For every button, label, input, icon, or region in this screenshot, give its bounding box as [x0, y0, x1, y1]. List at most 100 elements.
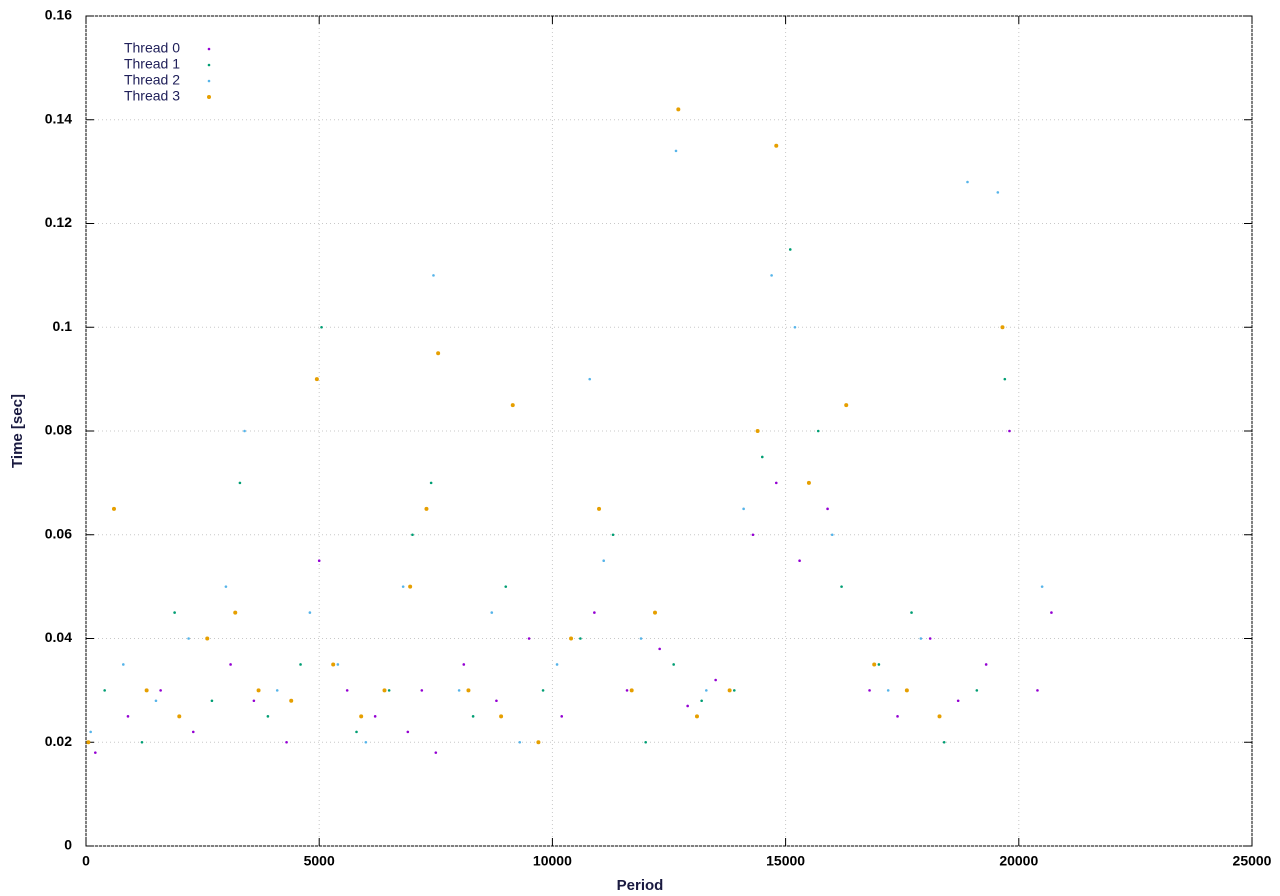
data-point [928, 637, 932, 640]
data-point [751, 533, 755, 537]
data-point [872, 662, 877, 667]
legend-marker [207, 95, 211, 99]
data-point [639, 637, 643, 640]
data-point [205, 636, 210, 641]
data-point [755, 429, 760, 433]
data-point [705, 689, 708, 692]
data-point [919, 637, 923, 640]
y-tick-label: 0.02 [45, 733, 72, 749]
legend-label: Thread 0 [124, 40, 180, 56]
data-point [658, 647, 661, 651]
data-point [676, 107, 681, 112]
data-point [694, 714, 699, 719]
data-point [420, 689, 424, 692]
data-point [770, 274, 773, 277]
data-point [94, 751, 97, 754]
data-point [536, 740, 541, 745]
data-point [700, 699, 703, 703]
data-point [937, 714, 942, 719]
data-point [373, 715, 377, 718]
legend-label: Thread 1 [124, 56, 180, 72]
data-point [103, 689, 106, 692]
data-point [256, 688, 261, 693]
data-point [238, 481, 242, 485]
data-point [159, 689, 162, 692]
data-point [462, 663, 466, 666]
data-point [285, 740, 288, 744]
x-tick-label: 0 [82, 853, 90, 869]
data-point [625, 689, 629, 692]
data-point [975, 689, 979, 692]
data-point [896, 715, 899, 718]
data-point [210, 699, 214, 703]
y-tick-label: 0.08 [45, 422, 72, 438]
data-point [996, 191, 1000, 194]
data-point [173, 611, 176, 614]
data-point [602, 559, 606, 562]
data-point [966, 180, 969, 184]
data-point [224, 585, 228, 588]
data-point [308, 611, 312, 614]
data-point [187, 637, 190, 640]
data-point [1036, 689, 1039, 692]
data-point [401, 585, 405, 588]
data-point [1050, 611, 1053, 614]
data-point [956, 699, 960, 703]
data-point [457, 689, 461, 692]
data-point [432, 274, 435, 277]
data-point [424, 506, 429, 511]
data-point [629, 688, 634, 693]
data-point [527, 637, 531, 640]
x-tick-label: 10000 [533, 853, 572, 869]
data-point [877, 663, 881, 666]
data-point [653, 610, 658, 615]
data-point [320, 325, 323, 329]
data-point [560, 715, 564, 718]
data-point [336, 663, 340, 666]
data-point [154, 699, 158, 703]
data-point [774, 143, 779, 148]
data-point [191, 730, 195, 734]
data-point [1008, 429, 1011, 433]
data-point [434, 751, 438, 754]
data-point [510, 403, 515, 408]
data-point [588, 377, 592, 381]
data-point [611, 533, 615, 537]
data-point [140, 740, 144, 744]
data-point [579, 637, 582, 640]
data-point [816, 429, 820, 433]
data-point [177, 714, 182, 719]
data-point [499, 714, 504, 719]
y-tick-label: 0.12 [45, 214, 72, 230]
data-point [868, 689, 871, 692]
data-point [1003, 377, 1007, 381]
data-point [471, 715, 475, 718]
plot-frame [85, 15, 1253, 847]
y-tick-label: 0 [64, 837, 72, 853]
data-point [408, 584, 413, 589]
data-point [387, 689, 391, 692]
data-point [541, 689, 545, 692]
x-tick-label: 20000 [999, 853, 1038, 869]
data-point [806, 480, 811, 485]
data-point [233, 610, 238, 615]
data-point [243, 429, 246, 433]
data-point [252, 699, 256, 703]
data-point [144, 688, 149, 693]
x-tick-label: 25000 [1233, 853, 1272, 869]
data-point [411, 533, 414, 537]
data-point [299, 663, 302, 666]
data-point [760, 455, 764, 459]
data-point [504, 585, 508, 588]
data-point [597, 506, 602, 511]
y-tick-label: 0.04 [45, 629, 72, 645]
legend-label: Thread 3 [124, 88, 180, 104]
data-point [826, 507, 829, 511]
data-point [732, 689, 736, 692]
data-point [429, 481, 433, 485]
legend-marker [207, 47, 211, 51]
y-tick-label: 0.06 [45, 525, 72, 541]
data-point [1040, 585, 1044, 588]
data-point [314, 377, 319, 382]
data-point [798, 559, 801, 562]
